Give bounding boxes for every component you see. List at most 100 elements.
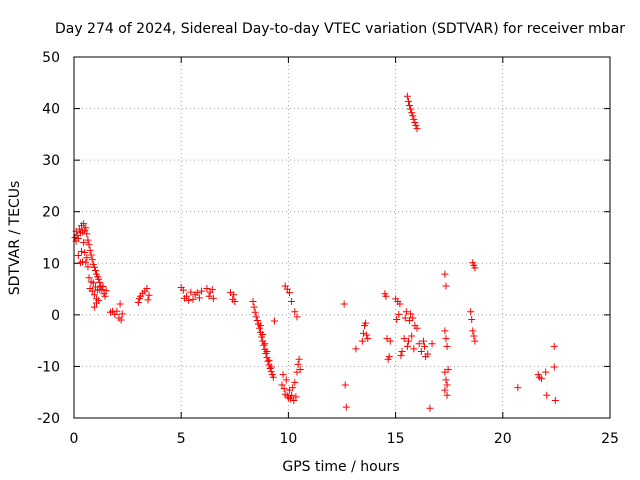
- data-point: [185, 296, 193, 304]
- data-point: [251, 308, 259, 316]
- data-point: [208, 286, 216, 294]
- data-point: [514, 384, 522, 392]
- data-point: [260, 341, 268, 349]
- data-point: [441, 270, 449, 278]
- data-point: [89, 279, 97, 287]
- data-point: [86, 246, 94, 254]
- data-point: [408, 109, 416, 117]
- data-point: [209, 294, 217, 302]
- data-point: [403, 342, 411, 350]
- data-point: [386, 337, 394, 345]
- x-tick-label: 15: [387, 431, 405, 447]
- data-point: [289, 384, 297, 392]
- data-point: [74, 235, 82, 243]
- data-point: [252, 313, 260, 321]
- data-point: [187, 288, 195, 296]
- axis-ticks: [73, 56, 611, 419]
- data-point: [88, 256, 96, 264]
- data-point: [404, 337, 412, 345]
- data-point: [291, 308, 299, 316]
- plot-frame: [73, 56, 611, 419]
- grid-lines: [74, 57, 610, 418]
- data-point: [409, 314, 417, 322]
- data-point: [89, 260, 97, 268]
- data-point: [85, 241, 93, 249]
- data-point: [83, 230, 91, 238]
- data-point: [283, 285, 291, 293]
- data-point: [144, 296, 152, 304]
- data-point: [279, 371, 287, 379]
- data-point: [80, 220, 88, 228]
- data-point: [410, 345, 418, 353]
- data-point: [407, 310, 415, 318]
- data-point: [393, 315, 401, 323]
- data-point: [400, 335, 408, 343]
- data-point: [264, 357, 272, 365]
- y-axis-label: SDTVAR / TECUs: [7, 181, 23, 296]
- data-point: [470, 332, 478, 340]
- data-point: [443, 381, 451, 389]
- data-point: [537, 375, 545, 383]
- data-point: [471, 264, 479, 272]
- data-point: [408, 332, 416, 340]
- data-point: [265, 356, 273, 364]
- data-point: [406, 101, 414, 109]
- data-point: [402, 308, 410, 316]
- data-point: [359, 329, 367, 337]
- data-point: [278, 381, 286, 389]
- data-point: [411, 118, 419, 126]
- data-point: [80, 239, 88, 247]
- y-tick-label: 40: [42, 102, 60, 118]
- data-point: [342, 403, 350, 411]
- data-point: [189, 295, 197, 303]
- data-point: [404, 97, 412, 105]
- data-point: [102, 287, 110, 295]
- data-point: [95, 275, 103, 283]
- data-point: [269, 373, 277, 381]
- y-tick-label: 30: [42, 153, 60, 169]
- data-point: [78, 247, 86, 255]
- data-point: [257, 322, 265, 330]
- data-point: [290, 396, 298, 404]
- data-point: [203, 285, 211, 293]
- x-axis-label: GPS time / hours: [282, 459, 399, 475]
- data-point: [362, 319, 370, 327]
- data-point: [282, 376, 290, 384]
- data-point: [426, 404, 434, 412]
- data-point: [550, 342, 558, 350]
- data-point: [382, 292, 390, 300]
- data-point: [341, 381, 349, 389]
- data-point: [296, 366, 304, 374]
- data-point: [396, 300, 404, 308]
- data-point: [442, 376, 450, 384]
- data-point: [469, 327, 477, 335]
- data-point: [205, 292, 213, 300]
- y-tick-label: 0: [51, 308, 60, 324]
- y-tick-labels: -20 -10 0 10 20 30 40 50: [37, 50, 60, 427]
- data-point: [280, 385, 288, 393]
- y-tick-label: -10: [37, 359, 60, 375]
- data-point: [90, 291, 98, 299]
- data-point: [543, 391, 551, 399]
- data-point: [249, 297, 257, 305]
- data-point: [428, 340, 436, 348]
- data-point: [409, 112, 417, 120]
- data-point: [231, 297, 239, 305]
- data-point: [90, 263, 98, 271]
- data-point: [179, 286, 187, 294]
- data-point: [288, 297, 296, 305]
- data-point: [397, 352, 405, 360]
- data-point: [294, 360, 302, 368]
- data-point: [550, 363, 558, 371]
- data-point: [413, 324, 421, 332]
- data-point: [83, 254, 91, 262]
- data-point: [288, 391, 296, 399]
- data-point: [118, 310, 126, 318]
- data-point: [145, 291, 153, 299]
- data-point: [259, 330, 267, 338]
- data-point: [410, 115, 418, 123]
- data-point: [87, 251, 95, 259]
- data-point: [442, 335, 450, 343]
- data-point: [363, 331, 371, 339]
